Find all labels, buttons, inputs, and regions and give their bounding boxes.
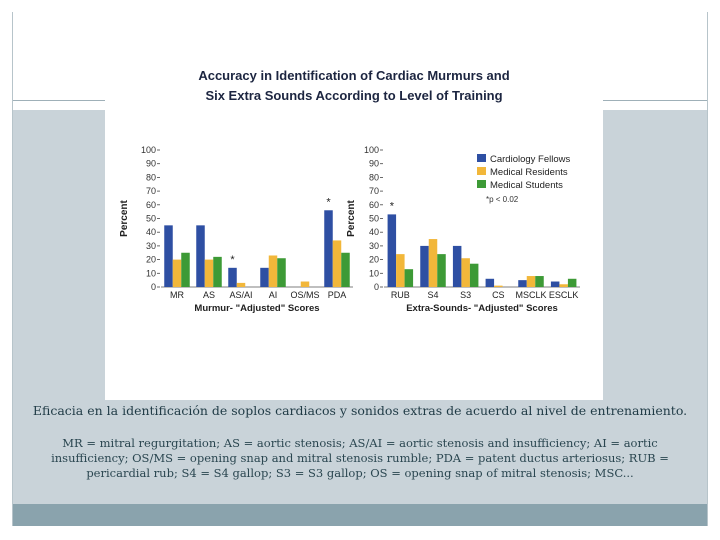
bar-cardiology-fellows-s4 bbox=[420, 245, 429, 287]
bar-medical-residents-as-ai bbox=[236, 282, 246, 287]
bar-medical-residents-os-ms bbox=[300, 281, 310, 287]
bar-cardiology-fellows-ai bbox=[260, 267, 269, 287]
y-tick-label: 100 bbox=[141, 145, 156, 155]
legend-note: *p < 0.02 bbox=[486, 195, 519, 204]
y-tick-label: 50 bbox=[146, 214, 156, 224]
bar-medical-students-pda bbox=[341, 252, 350, 287]
y-tick-label: 40 bbox=[146, 227, 156, 237]
y-tick-label: 20 bbox=[369, 255, 379, 265]
legend-label: Cardiology Fellows bbox=[490, 154, 571, 165]
figure-title-line-1: Accuracy in Identification of Cardiac Mu… bbox=[198, 68, 510, 83]
bar-medical-students-esclk bbox=[567, 278, 577, 287]
bar-medical-residents-mr bbox=[172, 259, 182, 287]
bar-cardiology-fellows-s3 bbox=[452, 245, 462, 287]
y-tick-label: 10 bbox=[146, 268, 156, 278]
legend-swatch bbox=[477, 180, 486, 188]
bar-cardiology-fellows-cs bbox=[485, 278, 495, 287]
bar-cardiology-fellows-esclk bbox=[550, 281, 560, 287]
abbreviations-note: MR = mitral regurgitation; AS = aortic s… bbox=[51, 436, 669, 480]
x-tick-label: CS bbox=[492, 290, 505, 300]
y-tick-label: 100 bbox=[364, 145, 379, 155]
legend-label: Medical Students bbox=[490, 180, 563, 191]
x-tick-label: AI bbox=[269, 290, 278, 300]
bar-medical-students-ai bbox=[277, 258, 286, 287]
x-tick-label: OS/MS bbox=[290, 290, 319, 300]
y-tick-label: 30 bbox=[369, 241, 379, 251]
y-tick-label: 0 bbox=[374, 282, 379, 292]
y-tick-label: 60 bbox=[146, 200, 156, 210]
figure-panel: Accuracy in Identification of Cardiac Mu… bbox=[105, 8, 603, 400]
x-tick-label: AS/AI bbox=[229, 290, 252, 300]
legend-label: Medical Residents bbox=[490, 167, 568, 178]
x-tick-label: S3 bbox=[460, 290, 471, 300]
bar-cardiology-fellows-mr bbox=[164, 225, 173, 287]
significance-marker: * bbox=[390, 200, 395, 212]
bar-cardiology-fellows-as-ai bbox=[228, 267, 237, 287]
bar-medical-residents-pda bbox=[332, 240, 342, 287]
legend-swatch bbox=[477, 167, 486, 175]
figure-title-line-2: Six Extra Sounds According to Level of T… bbox=[205, 88, 503, 103]
y-tick-label: 80 bbox=[369, 172, 379, 182]
y-axis-label: Percent bbox=[119, 199, 130, 236]
bar-medical-students-mr bbox=[181, 252, 190, 287]
slide-frame bbox=[12, 12, 708, 526]
bar-medical-residents-rub bbox=[396, 254, 405, 287]
bar-medical-students-msclk bbox=[535, 276, 544, 287]
x-tick-label: MR bbox=[170, 290, 184, 300]
significance-marker: * bbox=[230, 254, 235, 266]
y-tick-label: 30 bbox=[146, 241, 156, 251]
bar-medical-residents-s4 bbox=[428, 239, 438, 287]
bar-medical-residents-cs bbox=[494, 285, 503, 287]
y-tick-label: 60 bbox=[369, 200, 379, 210]
x-axis-label: Murmur- "Adjusted" Scores bbox=[194, 303, 319, 314]
y-tick-label: 90 bbox=[369, 159, 379, 169]
y-tick-label: 70 bbox=[369, 186, 379, 196]
bar-medical-residents-esclk bbox=[559, 284, 568, 287]
y-tick-label: 90 bbox=[146, 159, 156, 169]
x-axis-label: Extra-Sounds- "Adjusted" Scores bbox=[406, 303, 558, 314]
bar-medical-students-s3 bbox=[469, 263, 479, 287]
x-tick-label: S4 bbox=[427, 290, 438, 300]
y-tick-label: 0 bbox=[151, 282, 156, 292]
bar-medical-students-s4 bbox=[437, 254, 446, 287]
x-tick-label: PDA bbox=[328, 290, 347, 300]
bar-medical-residents-ai bbox=[268, 255, 278, 287]
y-tick-label: 10 bbox=[369, 268, 379, 278]
y-tick-label: 20 bbox=[146, 255, 156, 265]
bar-medical-residents-msclk bbox=[526, 276, 536, 287]
legend-swatch bbox=[477, 154, 486, 162]
slide-footer-bar bbox=[12, 504, 708, 526]
x-tick-label: ESCLK bbox=[549, 290, 579, 300]
y-tick-label: 50 bbox=[369, 214, 379, 224]
y-tick-label: 80 bbox=[146, 172, 156, 182]
y-tick-label: 70 bbox=[146, 186, 156, 196]
x-tick-label: RUB bbox=[391, 290, 410, 300]
bar-cardiology-fellows-msclk bbox=[518, 280, 527, 287]
bar-cardiology-fellows-as bbox=[196, 225, 205, 287]
bar-medical-students-as bbox=[213, 256, 222, 287]
bar-cardiology-fellows-pda bbox=[324, 210, 333, 287]
y-tick-label: 40 bbox=[369, 227, 379, 237]
slide-caption: Eficacia en la identificación de soplos … bbox=[32, 403, 688, 418]
bar-medical-residents-s3 bbox=[461, 258, 470, 287]
bar-medical-residents-as bbox=[204, 259, 214, 287]
y-axis-label: Percent bbox=[346, 199, 357, 236]
x-tick-label: MSCLK bbox=[515, 290, 546, 300]
x-tick-label: AS bbox=[203, 290, 215, 300]
bar-medical-students-rub bbox=[404, 269, 414, 287]
significance-marker: * bbox=[326, 196, 331, 208]
bar-cardiology-fellows-rub bbox=[387, 214, 397, 287]
